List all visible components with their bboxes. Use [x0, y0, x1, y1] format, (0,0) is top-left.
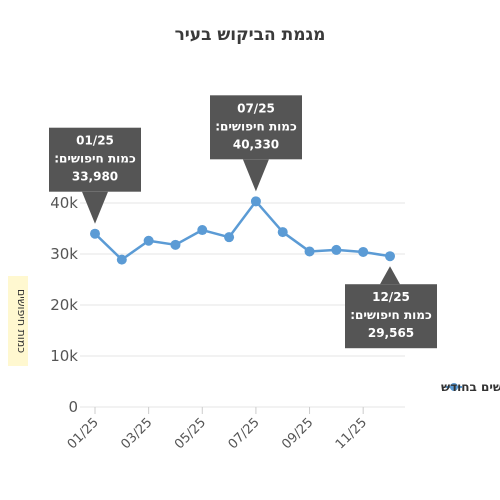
tooltip-label: כמות חיפושים: [215, 119, 297, 133]
data-point[interactable] [331, 244, 342, 255]
tooltip-label: כמות חיפושים: [54, 152, 136, 166]
data-point[interactable] [250, 196, 261, 207]
y-tick-label: 20k [50, 296, 78, 314]
tooltip-box [49, 127, 141, 192]
tooltip-label: כמות חיפושים: [350, 308, 432, 322]
data-point[interactable] [304, 246, 315, 257]
tooltip-box [210, 95, 302, 160]
data-point[interactable] [170, 239, 181, 250]
tooltip: 01/25 כמות חיפושים: 33,980 [49, 127, 141, 224]
y-tick-label: 10k [50, 347, 78, 365]
tooltip-value: 29,565 [368, 326, 414, 340]
tooltip: 12/25 כמות חיפושים: 29,565 [345, 266, 437, 349]
data-point[interactable] [116, 254, 127, 265]
chart-title: מגמת הביקוש בעיר [175, 25, 326, 45]
x-tick-label: 07/25 [226, 415, 263, 452]
y-axis-label-background [8, 276, 28, 366]
x-tick-label: 11/25 [333, 415, 370, 452]
tooltip-date: 12/25 [372, 290, 410, 304]
data-point[interactable] [143, 235, 154, 246]
y-axis-label-group: כמות חיפושים [8, 276, 28, 366]
tooltip-pointer [380, 266, 400, 285]
tooltip-value: 40,330 [233, 137, 279, 151]
data-point[interactable] [277, 227, 288, 238]
tooltip-date: 07/25 [237, 101, 275, 115]
y-axis-ticks: 0 10k 20k 30k 40k [50, 194, 78, 416]
x-tick-label: 01/25 [65, 415, 102, 452]
y-axis-label: כמות חיפושים [15, 289, 28, 353]
legend-label: חיפושים בחודש [441, 380, 500, 394]
legend-swatch-marker [450, 383, 458, 391]
data-point[interactable] [197, 225, 208, 236]
tooltip-date: 01/25 [76, 134, 114, 148]
x-tick-label: 03/25 [118, 415, 155, 452]
tooltip-pointer [242, 159, 269, 192]
data-point[interactable] [90, 228, 100, 239]
series-line [94, 200, 391, 261]
data-point[interactable] [358, 246, 369, 257]
tooltip-box [345, 284, 437, 349]
y-tick-label: 30k [50, 245, 78, 263]
data-point[interactable] [385, 251, 395, 262]
tooltips: 01/25 כמות חיפושים: 33,980 07/25 כמות חיפושי… [49, 95, 437, 349]
series-line-group [90, 196, 395, 265]
tooltip-value: 33,980 [72, 170, 118, 184]
data-point[interactable] [224, 232, 235, 243]
y-tick-label: 40k [50, 194, 78, 212]
x-axis-ticks: 01/25 03/25 05/25 07/25 09/25 11/25 [65, 407, 370, 452]
tooltip: 07/25 כמות חיפושים: 40,330 [210, 95, 302, 192]
tooltip-pointer [82, 191, 108, 224]
legend[interactable]: חיפושים בחודש [441, 380, 500, 394]
y-tick-label: 0 [68, 398, 78, 416]
x-tick-label: 05/25 [172, 415, 209, 452]
x-tick-label: 09/25 [279, 415, 316, 452]
